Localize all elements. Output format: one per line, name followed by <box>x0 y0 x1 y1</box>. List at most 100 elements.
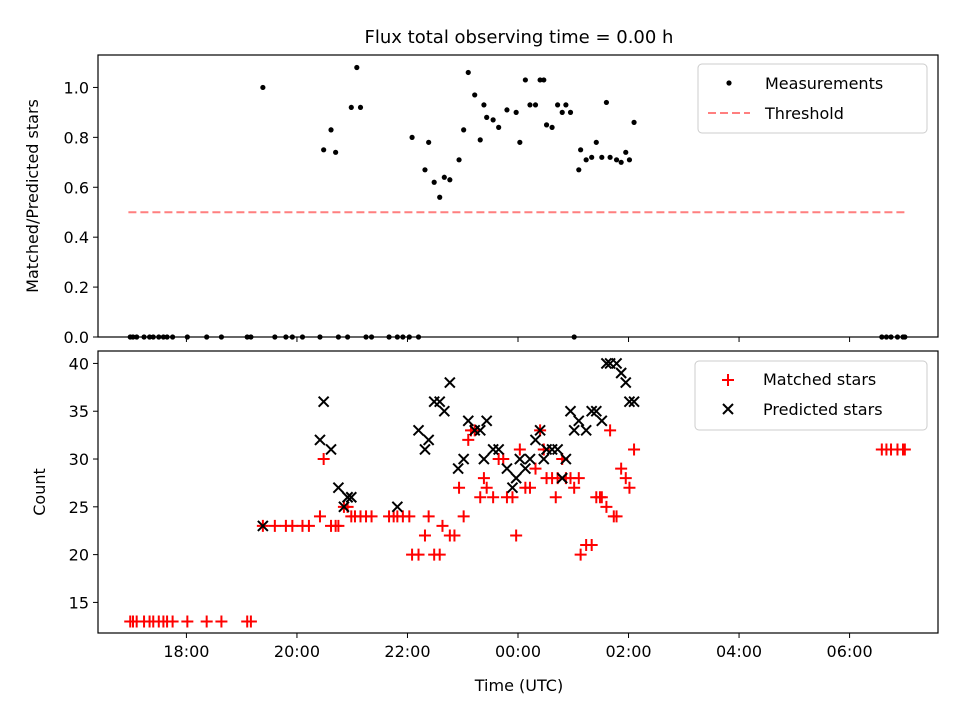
top-y-tick-label: 0.4 <box>64 228 89 247</box>
matched-star-point <box>510 529 523 542</box>
predicted-star-point <box>457 453 470 465</box>
matched-star-point <box>453 481 466 494</box>
bottom-x-ticks: 18:00 20:00 22:00 00:00 02:00 04:00 06:00 <box>163 633 873 661</box>
measurement-point <box>260 84 266 91</box>
predicted-star-point <box>492 443 505 456</box>
predicted-star-point <box>478 453 490 465</box>
legend-measurements-marker <box>726 80 732 86</box>
bottom-panel-counts: Count Time (UTC) 15 20 25 30 35 40 18:00 20:00… <box>30 350 939 695</box>
matched-star-point <box>457 510 470 523</box>
predicted-star-point <box>510 472 522 484</box>
predicted-star-point <box>551 443 564 456</box>
matched-star-point <box>332 519 345 532</box>
predicted-star-point <box>428 395 440 408</box>
matched-star-point <box>166 615 179 628</box>
predicted-star-point <box>501 462 513 475</box>
matched-star-point <box>422 510 435 523</box>
measurement-point <box>555 102 561 108</box>
measurement-point <box>589 154 595 160</box>
bottom-axes-frame <box>97 350 939 634</box>
predicted-star-point <box>596 415 608 427</box>
measurement-point <box>517 139 523 145</box>
matched-star-point <box>215 615 228 628</box>
bottom-y-tick-label: 30 <box>69 450 89 469</box>
matched-star-point <box>480 481 493 494</box>
x-tick-label: 06:00 <box>827 642 873 661</box>
measurement-point <box>348 104 354 111</box>
measurement-point <box>549 124 555 130</box>
predicted-star-point <box>438 405 451 417</box>
bottom-y-tick-label: 20 <box>69 546 89 565</box>
matched-star-point <box>610 510 623 523</box>
matched-star-point <box>497 453 510 466</box>
measurement-point <box>456 157 462 163</box>
matched-star-point <box>619 472 632 485</box>
predicted-star-point <box>620 376 632 389</box>
matched-star-point <box>268 519 281 532</box>
x-tick-label: 20:00 <box>274 642 320 661</box>
measurement-point <box>472 92 478 98</box>
matched-star-point <box>568 481 581 494</box>
predicted-stars-points <box>257 357 640 532</box>
predicted-star-point <box>600 357 613 370</box>
measurement-point <box>541 77 547 83</box>
x-tick-label: 04:00 <box>716 642 762 661</box>
predicted-star-point <box>573 415 585 427</box>
measurement-point <box>623 149 629 155</box>
predicted-star-point <box>317 395 330 408</box>
bottom-y-ticks: 15 20 25 30 35 40 <box>69 354 98 612</box>
measurement-point <box>490 117 496 123</box>
matched-star-point <box>477 472 490 485</box>
top-y-tick-label: 0.2 <box>64 278 89 297</box>
matched-star-point <box>365 510 378 523</box>
measurement-point <box>333 149 339 155</box>
matched-star-point <box>487 491 500 504</box>
matched-star-point <box>898 443 911 456</box>
matched-star-point <box>286 519 299 532</box>
predicted-star-point <box>610 357 623 370</box>
top-y-tick-label: 0.6 <box>64 178 89 197</box>
predicted-star-point <box>338 501 350 513</box>
predicted-star-point <box>419 443 431 456</box>
matched-star-point <box>585 539 598 552</box>
predicted-star-point <box>444 376 456 389</box>
predicted-star-point <box>257 520 269 532</box>
measurement-point <box>461 127 467 133</box>
chart-title: Flux total observing time = 0.00 h <box>365 27 674 48</box>
predicted-star-point <box>474 424 486 437</box>
matched-star-point <box>313 510 326 523</box>
top-legend: Measurements Threshold <box>697 63 928 134</box>
legend-predicted-label: Predicted stars <box>763 400 883 419</box>
bottom-y-axis-label: Count <box>30 468 49 516</box>
measurement-point <box>522 77 528 83</box>
predicted-star-point <box>560 453 572 465</box>
matched-star-point <box>623 481 636 494</box>
measurement-point <box>357 104 364 111</box>
measurement-point <box>409 134 415 140</box>
top-y-tick-label: 1.0 <box>64 78 89 97</box>
matched-star-point <box>529 462 542 475</box>
measurement-point <box>532 102 539 108</box>
matched-star-point <box>448 529 461 542</box>
measurement-point <box>543 122 550 128</box>
measurement-point <box>426 139 432 145</box>
bottom-y-tick-label: 40 <box>69 354 89 373</box>
matched-star-point <box>549 491 562 504</box>
measurement-point <box>613 157 620 163</box>
top-y-tick-label: 0.0 <box>64 328 89 347</box>
predicted-star-point <box>556 472 568 484</box>
predicted-star-point <box>628 395 640 408</box>
measurement-point <box>447 177 453 183</box>
measurement-point <box>504 107 510 113</box>
predicted-star-point <box>332 481 345 494</box>
matched-star-point <box>244 615 257 628</box>
predicted-star-point <box>585 405 598 417</box>
measurement-point <box>563 102 569 108</box>
measurement-point <box>607 154 613 160</box>
legend-matched-marker <box>722 374 734 386</box>
predicted-star-point <box>529 434 542 446</box>
measurement-point <box>431 179 437 185</box>
x-tick-label: 18:00 <box>163 642 209 661</box>
top-y-tick-label: 0.8 <box>64 128 89 147</box>
